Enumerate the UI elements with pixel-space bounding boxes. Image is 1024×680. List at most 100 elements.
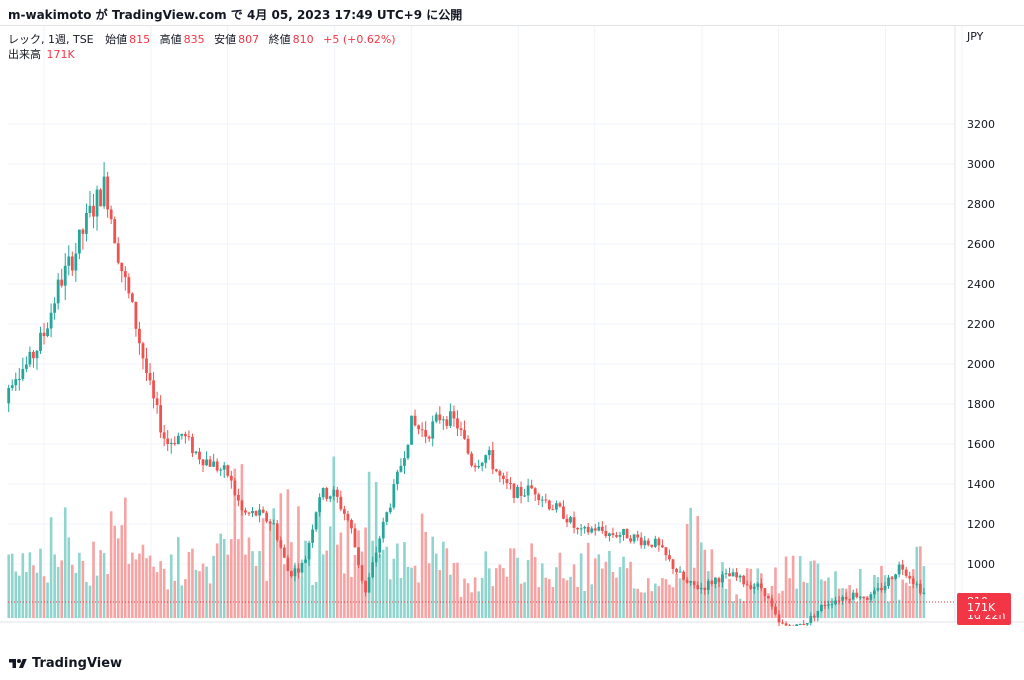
candle-body bbox=[544, 499, 548, 501]
candle-body bbox=[653, 538, 657, 547]
candle-body bbox=[32, 351, 35, 359]
candle-body bbox=[590, 528, 594, 533]
candle-body bbox=[332, 489, 336, 497]
candle-body bbox=[169, 442, 173, 445]
candle-body bbox=[106, 176, 110, 210]
volume-bar bbox=[49, 517, 53, 618]
last-volume-label: 171K bbox=[967, 601, 996, 614]
volume-bar bbox=[519, 583, 523, 618]
volume-bar bbox=[477, 591, 480, 618]
candle-body bbox=[325, 488, 329, 499]
candle-body bbox=[282, 547, 286, 558]
candle-body bbox=[120, 262, 124, 272]
volume-bar bbox=[381, 549, 385, 618]
candle-body bbox=[279, 540, 283, 548]
volume-bar bbox=[569, 576, 572, 618]
volume-bar bbox=[752, 584, 756, 618]
volume-bar bbox=[141, 544, 145, 618]
volume-bar bbox=[385, 546, 389, 618]
volume-bar bbox=[696, 515, 700, 618]
volume-bar bbox=[480, 577, 484, 618]
candle-body bbox=[14, 379, 18, 386]
candle-body bbox=[155, 398, 159, 406]
candle-body bbox=[558, 503, 562, 507]
volume-bar bbox=[247, 537, 251, 618]
candle-body bbox=[904, 569, 908, 576]
volume-bar bbox=[714, 576, 717, 618]
candle-body bbox=[887, 577, 890, 586]
y-tick-label: 1800 bbox=[967, 398, 995, 411]
volume-bar bbox=[53, 554, 56, 618]
candle-body bbox=[328, 496, 332, 499]
volume-bar bbox=[360, 551, 364, 618]
candle-body bbox=[350, 519, 353, 529]
volume-bar bbox=[466, 583, 470, 618]
y-tick-label: 3200 bbox=[967, 118, 995, 131]
volume-bar bbox=[420, 513, 424, 618]
volume-bar bbox=[678, 578, 682, 618]
volume-bar bbox=[551, 587, 555, 618]
candle-body bbox=[441, 419, 445, 421]
volume-bar bbox=[371, 540, 374, 618]
volume-bar bbox=[290, 542, 293, 618]
candle-body bbox=[685, 579, 689, 583]
candle-body bbox=[353, 528, 357, 548]
volume-bar bbox=[657, 586, 661, 618]
volume-bar bbox=[406, 566, 410, 618]
volume-bar bbox=[473, 577, 477, 618]
candle-body bbox=[138, 328, 141, 344]
candle-body bbox=[812, 615, 816, 618]
volume-bar bbox=[237, 539, 240, 618]
candle-body bbox=[512, 483, 516, 498]
volume-bar bbox=[671, 587, 675, 618]
price-chart[interactable]: 3200 3000 2800 2600 2400 2200 2000 1800 1600 1400… bbox=[0, 26, 1024, 626]
candle-body bbox=[166, 438, 170, 445]
volume-bar bbox=[717, 578, 721, 618]
candle-body bbox=[774, 606, 777, 615]
volume-bar bbox=[788, 578, 791, 618]
candle-body bbox=[484, 455, 488, 463]
candle-body bbox=[805, 623, 809, 625]
volume-bar bbox=[191, 548, 194, 618]
volume-bar bbox=[378, 554, 382, 618]
candle-body bbox=[180, 433, 184, 436]
candle-body bbox=[448, 411, 452, 426]
candle-body bbox=[519, 486, 523, 496]
y-tick-label: 1000 bbox=[967, 558, 995, 571]
volume-bar bbox=[367, 471, 371, 618]
volume-bar bbox=[795, 588, 798, 618]
candle-body bbox=[244, 510, 247, 513]
candle-body bbox=[858, 596, 862, 598]
volume-bar bbox=[639, 592, 643, 618]
candle-body bbox=[607, 533, 611, 537]
candle-body bbox=[865, 598, 869, 600]
volume-bar bbox=[198, 571, 201, 618]
volume-bar bbox=[707, 571, 710, 618]
volume-bar bbox=[629, 561, 632, 618]
volume-bar bbox=[350, 576, 353, 618]
y-tick-label: 3000 bbox=[967, 158, 995, 171]
volume-bar bbox=[39, 548, 42, 618]
candle-body bbox=[629, 538, 632, 542]
candle-body bbox=[300, 562, 304, 573]
volume-bar bbox=[689, 507, 692, 618]
volume-bar bbox=[226, 554, 230, 618]
candle-body bbox=[593, 528, 597, 531]
volume-bar bbox=[632, 588, 636, 618]
volume-bar bbox=[827, 577, 830, 618]
volume-bar bbox=[579, 553, 583, 618]
volume-bar bbox=[293, 565, 297, 618]
volume-bar bbox=[42, 576, 46, 618]
volume-bar bbox=[138, 553, 141, 618]
y-tick-label: 2200 bbox=[967, 318, 995, 331]
y-tick-label: 1400 bbox=[967, 478, 995, 491]
candle-body bbox=[229, 475, 233, 481]
candle-body bbox=[314, 512, 318, 530]
volume-bar bbox=[745, 568, 749, 618]
candle-body bbox=[763, 588, 767, 597]
volume-bar bbox=[120, 525, 124, 618]
volume-bar bbox=[809, 561, 813, 618]
candle-body bbox=[445, 419, 449, 426]
candle-body bbox=[678, 571, 682, 573]
candle-body bbox=[869, 594, 873, 600]
